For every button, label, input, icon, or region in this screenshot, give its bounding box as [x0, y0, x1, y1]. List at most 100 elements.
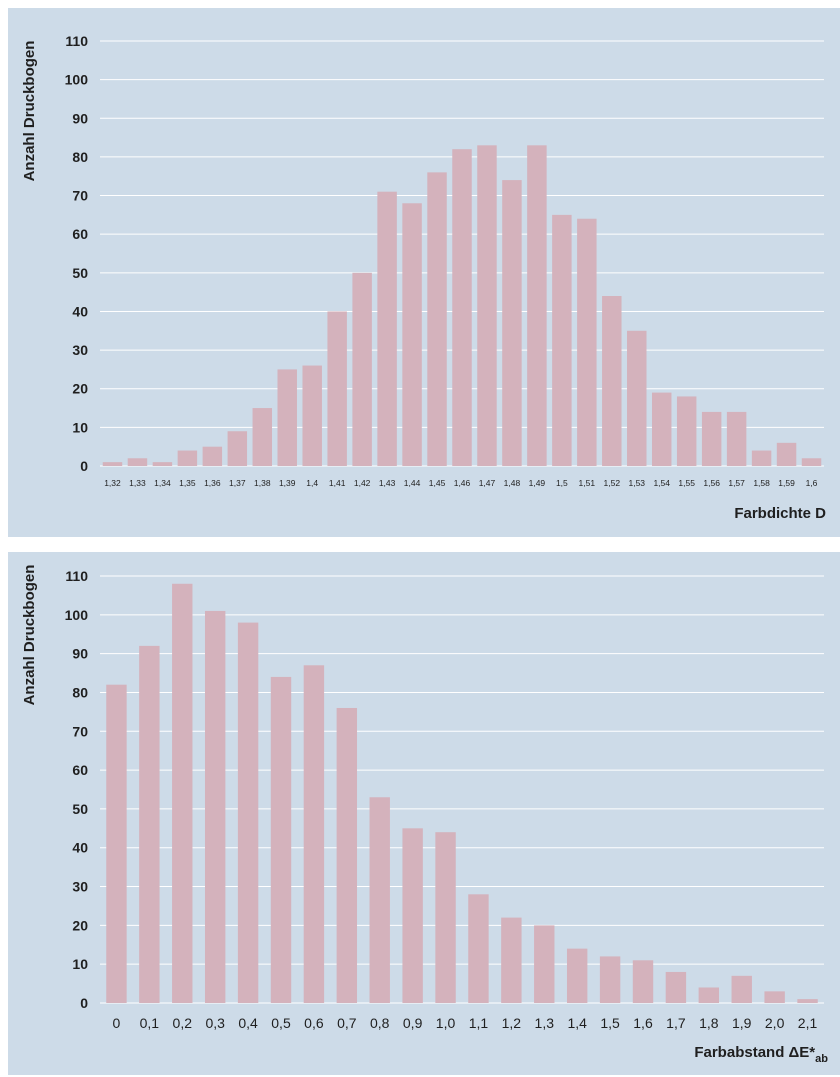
x-tick-label: 1,8	[699, 1015, 719, 1031]
x-tick-label: 0,4	[238, 1015, 258, 1031]
bar	[599, 956, 621, 1003]
x-axis-label-text: Farbdichte D	[734, 505, 826, 522]
bar	[227, 431, 248, 466]
y-tick-label: 90	[72, 110, 88, 126]
bar	[402, 828, 423, 1003]
y-tick-label: 10	[72, 419, 88, 435]
color-distance-histogram-chart: 0 10 20 30 40 50 60 70 80 90 100 110 0 0,1 0,2 0,3 0,4 0,…	[21, 565, 828, 1065]
y-tick-label: 100	[65, 72, 89, 88]
x-tick-label: 1,44	[404, 478, 421, 488]
density-histogram-panel: 0 10 20 30 40 50 60 70 80 90 100 110 1,32 1,33 1,34 1,3…	[8, 8, 840, 537]
bar	[237, 622, 259, 1003]
x-tick-label: 1,42	[354, 478, 371, 488]
x-tick-label: 1,33	[129, 478, 146, 488]
x-tick-label: 1,4	[567, 1015, 587, 1031]
bar	[566, 948, 588, 1003]
bar	[701, 411, 722, 466]
bar	[402, 203, 422, 467]
x-tick-label: 0,6	[304, 1015, 324, 1031]
x-tick-label: 1,45	[429, 478, 446, 488]
x-tick-label: 1,36	[204, 478, 221, 488]
x-tick-label: 0,7	[337, 1015, 357, 1031]
x-tick-label: 1,48	[504, 478, 521, 488]
x-tick-label: 1,37	[229, 478, 246, 488]
bar	[665, 971, 687, 1003]
bar	[797, 999, 818, 1003]
bar	[252, 408, 273, 466]
bar	[764, 991, 785, 1003]
y-tick-label: 60	[72, 226, 88, 242]
y-tick-label: 10	[72, 956, 88, 972]
y-tick-label: 30	[72, 879, 88, 895]
y-axis-label: Anzahl Druckbogen	[21, 41, 38, 182]
x-axis-label: Farbdichte D	[734, 505, 826, 522]
y-tick-label: 90	[72, 646, 88, 662]
bar	[751, 450, 772, 466]
y-tick-label: 20	[72, 917, 88, 933]
y-tick-label: 20	[72, 381, 88, 397]
x-tick-label: 1,59	[778, 478, 795, 488]
x-tick-label: 0,8	[370, 1015, 390, 1031]
bar	[139, 645, 160, 1003]
y-tick-label: 40	[72, 303, 88, 319]
bar	[152, 462, 173, 466]
x-tick-label: 0,1	[140, 1015, 160, 1031]
density-histogram-chart: 0 10 20 30 40 50 60 70 80 90 100 110 1,32 1,33 1,34 1,3…	[21, 33, 826, 522]
bar	[477, 145, 497, 466]
x-tick-label: 1,51	[579, 478, 596, 488]
bar	[106, 684, 127, 1003]
x-tick-label: 1,1	[469, 1015, 489, 1031]
bar	[336, 707, 358, 1003]
bar	[127, 458, 148, 466]
bar	[302, 365, 322, 466]
bar	[534, 925, 555, 1003]
x-tick-label: 1,41	[329, 478, 346, 488]
x-tick-label: 2,0	[765, 1015, 785, 1031]
bar	[501, 917, 522, 1003]
bar	[577, 218, 597, 466]
bar	[651, 392, 672, 466]
bar	[726, 411, 747, 466]
x-axis-label-text: Farbabstand ΔE*	[694, 1044, 815, 1061]
x-tick-label: 1,58	[753, 478, 770, 488]
bar	[801, 458, 822, 466]
y-tick-label: 70	[72, 723, 88, 739]
x-tick-label: 0,9	[403, 1015, 423, 1031]
x-tick-label: 1,4	[306, 478, 318, 488]
x-tick-label: 1,32	[104, 478, 121, 488]
x-tick-label: 0,3	[205, 1015, 225, 1031]
y-axis-label: Anzahl Druckbogen	[21, 565, 38, 706]
bar	[468, 894, 489, 1003]
bar	[172, 583, 193, 1003]
y-tick-label: 40	[72, 840, 88, 856]
y-tick-label: 50	[72, 265, 88, 281]
bar	[731, 975, 752, 1003]
bar	[776, 442, 797, 466]
x-tick-label: 1,5	[556, 478, 568, 488]
x-axis-label-subscript: ab	[815, 1053, 828, 1065]
bar	[627, 330, 647, 466]
x-tick-label: 1,2	[502, 1015, 522, 1031]
x-axis-label: Farbabstand ΔE*ab	[694, 1044, 828, 1065]
x-tick-label: 1,56	[703, 478, 720, 488]
x-tick-label: 1,57	[728, 478, 745, 488]
x-tick-label: 1,52	[604, 478, 621, 488]
y-tick-label: 100	[65, 607, 89, 623]
x-tick-label: 1,5	[600, 1015, 620, 1031]
bar	[676, 396, 697, 466]
y-tick-label: 80	[72, 684, 88, 700]
x-tick-label: 1,35	[179, 478, 196, 488]
x-tick-label: 1,46	[454, 478, 471, 488]
bar	[632, 960, 654, 1003]
x-tick-label: 0,2	[173, 1015, 193, 1031]
x-tick-label: 1,38	[254, 478, 271, 488]
y-tick-label: 110	[65, 568, 88, 584]
y-tick-label: 110	[65, 33, 88, 49]
x-tick-label: 1,49	[529, 478, 546, 488]
y-tick-label: 50	[72, 801, 88, 817]
bar	[502, 180, 522, 466]
bar	[102, 462, 123, 466]
x-tick-label: 1,53	[628, 478, 645, 488]
bar	[277, 369, 297, 466]
bar	[452, 149, 472, 466]
